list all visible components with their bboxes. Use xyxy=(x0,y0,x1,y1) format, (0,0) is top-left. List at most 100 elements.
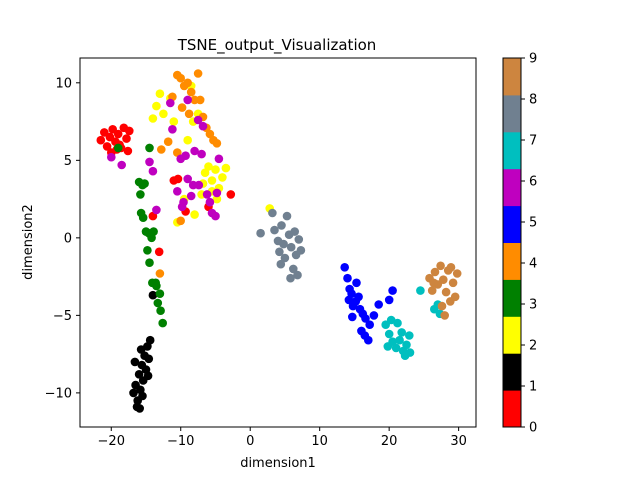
point-label-1 xyxy=(135,404,144,413)
colorbar-tick-label: 4 xyxy=(529,257,537,272)
point-label-8 xyxy=(289,264,298,274)
colorbar-tick-label: 1 xyxy=(529,380,537,395)
point-label-6 xyxy=(205,197,215,207)
colorbar-segment-6 xyxy=(503,168,521,207)
point-label-2 xyxy=(204,162,213,171)
point-label-9 xyxy=(452,269,462,278)
x-tick-label: 20 xyxy=(381,434,398,449)
point-label-1 xyxy=(130,357,140,367)
point-label-4 xyxy=(193,69,203,78)
point-label-6 xyxy=(145,157,154,167)
point-label-0 xyxy=(123,146,133,156)
point-label-1 xyxy=(143,371,153,381)
point-label-0 xyxy=(96,135,106,145)
point-label-9 xyxy=(427,286,437,295)
point-label-6 xyxy=(194,180,204,190)
point-label-1 xyxy=(145,335,155,345)
point-label-9 xyxy=(448,278,458,288)
colorbar-segment-4 xyxy=(503,242,521,280)
point-label-5 xyxy=(369,311,379,320)
point-label-9 xyxy=(437,301,447,311)
point-label-6 xyxy=(166,98,175,108)
colorbar-tick-label: 5 xyxy=(529,216,537,231)
point-label-8 xyxy=(276,259,286,269)
point-label-6 xyxy=(190,146,199,156)
point-label-0 xyxy=(173,174,183,184)
point-label-6 xyxy=(198,121,208,131)
point-label-9 xyxy=(436,261,445,271)
point-label-8 xyxy=(293,270,302,280)
colorbar-segment-0 xyxy=(503,390,521,428)
point-label-0 xyxy=(226,190,236,199)
point-label-6 xyxy=(214,154,224,164)
point-label-4 xyxy=(176,216,185,226)
point-label-6 xyxy=(117,160,126,170)
point-label-5 xyxy=(361,314,370,323)
point-label-0 xyxy=(122,134,131,143)
colorbar-ticks: 0 1 2 3 4 5 6 7 8 9 xyxy=(521,52,537,436)
y-axis-ticks: −10 −5 0 5 10 xyxy=(45,76,80,401)
y-tick-label: −5 xyxy=(53,309,72,324)
point-label-8 xyxy=(282,211,292,221)
point-label-5 xyxy=(340,263,350,272)
colorbar-tick-label: 3 xyxy=(529,298,537,313)
scatter-points xyxy=(96,69,462,413)
y-axis-label: dimension2 xyxy=(21,204,36,280)
point-label-3 xyxy=(136,190,145,199)
colorbar-tick-label: 0 xyxy=(529,421,537,436)
colorbar-segment-3 xyxy=(503,279,521,317)
point-label-2 xyxy=(221,163,231,173)
point-label-3 xyxy=(155,289,165,299)
point-label-2 xyxy=(148,114,158,123)
point-label-7 xyxy=(405,331,414,340)
point-label-2 xyxy=(211,165,220,174)
point-label-8 xyxy=(256,228,265,238)
point-label-9 xyxy=(441,287,451,297)
point-label-3 xyxy=(140,179,149,188)
colorbar-segment-2 xyxy=(503,316,521,354)
colorbar-tick-label: 2 xyxy=(529,339,537,354)
point-label-7 xyxy=(384,329,394,339)
x-axis-label: dimension1 xyxy=(240,456,316,471)
point-label-8 xyxy=(290,227,300,236)
x-tick-label: −10 xyxy=(167,434,194,449)
point-label-4 xyxy=(184,109,194,119)
point-label-1 xyxy=(144,354,154,364)
point-label-4 xyxy=(155,269,165,278)
y-tick-label: −10 xyxy=(45,386,72,401)
x-tick-label: 30 xyxy=(450,434,467,449)
point-label-9 xyxy=(446,263,456,272)
point-label-6 xyxy=(211,211,220,221)
point-label-6 xyxy=(202,190,212,199)
x-axis-ticks: −20 −10 0 10 20 30 xyxy=(98,427,467,449)
point-label-3 xyxy=(143,246,152,255)
point-label-8 xyxy=(286,242,296,252)
colorbar xyxy=(502,57,522,428)
point-label-7 xyxy=(391,343,401,353)
point-label-5 xyxy=(354,292,363,302)
point-label-5 xyxy=(388,286,397,295)
point-label-4 xyxy=(195,95,205,105)
colorbar-tick-label: 8 xyxy=(529,93,537,108)
point-label-8 xyxy=(277,221,286,230)
colorbar-tick-label: 9 xyxy=(529,52,537,67)
point-label-3 xyxy=(145,258,154,268)
point-label-5 xyxy=(364,335,373,345)
point-label-7 xyxy=(397,328,407,337)
point-label-6 xyxy=(177,202,187,212)
point-label-6 xyxy=(107,152,116,162)
point-label-8 xyxy=(268,208,277,218)
point-label-5 xyxy=(374,300,384,309)
point-label-8 xyxy=(270,225,279,235)
point-label-6 xyxy=(212,188,222,198)
point-label-3 xyxy=(158,318,167,328)
point-label-2 xyxy=(169,117,179,126)
point-label-7 xyxy=(386,315,396,325)
colorbar-tick-label: 7 xyxy=(529,134,537,149)
colorbar-segment-9 xyxy=(503,58,521,96)
point-label-0 xyxy=(125,126,134,136)
point-label-4 xyxy=(176,73,185,83)
colorbar-frame xyxy=(502,57,522,428)
x-tick-label: 10 xyxy=(311,434,328,449)
point-label-4 xyxy=(186,87,196,97)
